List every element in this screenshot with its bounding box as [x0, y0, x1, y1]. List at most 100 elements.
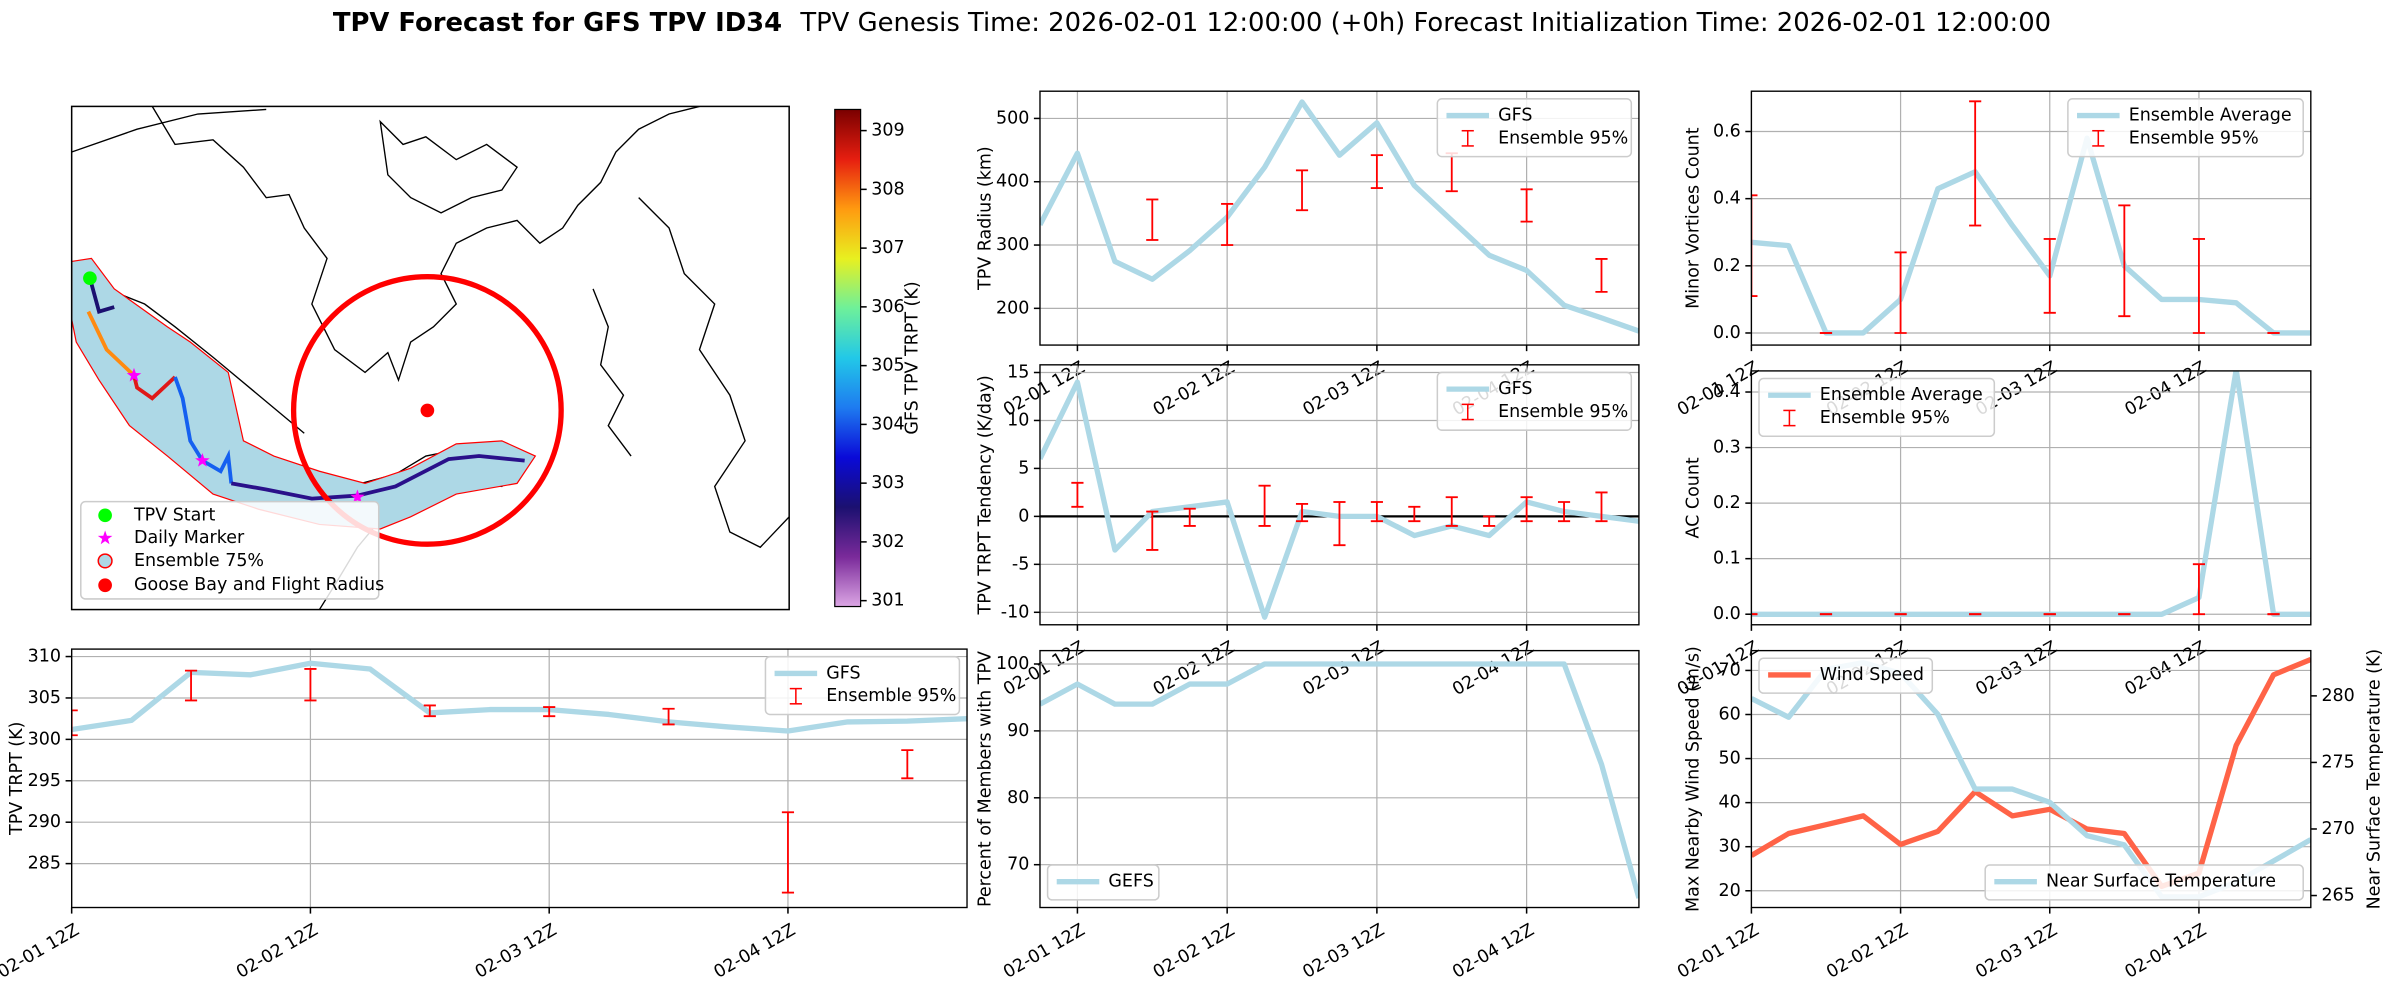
y-tick-label: 100 — [996, 654, 1029, 674]
colorbar-tick-label: 302 — [871, 532, 904, 552]
y-tick-label: 0.1 — [1713, 549, 1741, 569]
x-tick-label: 02-01 12Z — [0, 920, 83, 982]
y2-tick-label: 280 — [2321, 686, 2354, 706]
y-tick-label: 10 — [1007, 410, 1029, 430]
y-tick-label: 80 — [1007, 788, 1029, 808]
x-tick-label: 02-03 12Z — [1300, 358, 1388, 421]
y2-axis-label: Near Surface Temperature (K) — [2365, 649, 2384, 910]
goose-bay — [420, 403, 435, 418]
y-tick-label: 0.0 — [1713, 323, 1741, 343]
track — [88, 277, 115, 315]
y-tick-label: 0.3 — [1713, 438, 1741, 458]
line — [1039, 661, 1639, 899]
y-tick-label: 90 — [1007, 721, 1029, 741]
plot-area — [1751, 370, 2311, 617]
y2-tick-label: 265 — [2321, 886, 2354, 906]
map-legend: TPV Start Daily Marker Ensemble 75% Goos… — [80, 500, 384, 600]
legend-box — [1758, 657, 1934, 694]
coast — [638, 197, 790, 549]
legend-marker — [97, 530, 113, 545]
y-tick-label: 300 — [28, 729, 61, 749]
line — [1751, 370, 2311, 617]
y-tick-label: 5 — [1018, 458, 1029, 478]
axes-frame — [1039, 364, 1640, 626]
axes-frame — [1039, 649, 1640, 909]
legend-label: Ensemble 75% — [134, 551, 264, 571]
y-tick-label: 285 — [28, 854, 61, 874]
y-tick-label: 0.2 — [1713, 256, 1741, 276]
legend-label: Ensemble 95% — [2129, 128, 2259, 148]
legend-label: Ensemble Average — [1820, 385, 1983, 405]
y-tick-label: 0 — [1018, 506, 1029, 526]
line — [1751, 656, 2311, 890]
colorbar-label: GFS TPV TRPT (K) — [902, 281, 922, 434]
x-tick-label: 02-02 12Z — [1823, 920, 1911, 982]
colorbar-tick-label: 303 — [871, 473, 904, 493]
legend-label: Ensemble 95% — [1820, 408, 1950, 428]
y-tick-label: 0.4 — [1713, 382, 1741, 402]
line — [1039, 99, 1639, 334]
plot-area — [1039, 661, 1639, 899]
track — [86, 310, 136, 377]
axes-frame — [70, 648, 968, 909]
x-tick-label: 02-04 12Z — [1449, 920, 1537, 982]
y-tick-label: 15 — [1007, 363, 1029, 383]
legend-box — [2067, 98, 2304, 158]
y2-tick-label: 270 — [2321, 819, 2354, 839]
daily-markers — [126, 367, 365, 504]
x-tick-label: 02-01 12Z — [1674, 920, 1762, 982]
y-axis-label: AC Count — [1684, 457, 1704, 538]
y-axis-label: TPV TRPT Tendency (K/day) — [975, 375, 995, 615]
legend-label: TPV Start — [133, 505, 216, 525]
colorbar-tick-label: 308 — [871, 179, 904, 199]
y-tick-label: 70 — [1719, 660, 1741, 680]
ensemble-region — [71, 257, 537, 530]
colorbar-tick-label: 301 — [871, 591, 904, 611]
legend-label: Ensemble 95% — [826, 686, 956, 706]
y-tick-label: 305 — [28, 688, 61, 708]
x-tick-label: 02-01 12Z — [1000, 920, 1088, 982]
axes-frame — [1750, 370, 2312, 626]
x-tick-label: 02-04 12Z — [2122, 637, 2210, 700]
daily-marker — [126, 367, 142, 382]
y2-tick-label: 275 — [2321, 752, 2354, 772]
legend-box — [1046, 864, 1160, 901]
y-tick-label: 60 — [1719, 705, 1741, 725]
axes-frame — [1039, 90, 1640, 346]
axes-frame — [1750, 90, 2312, 346]
y-tick-label: 310 — [28, 647, 61, 667]
start-marker — [83, 271, 97, 286]
x-tick-label: 02-04 12Z — [1449, 637, 1537, 700]
legend-label: Near Surface Temperature — [2046, 872, 2276, 892]
y-tick-label: -10 — [1001, 602, 1030, 622]
track — [132, 375, 177, 401]
x-tick-label: 02-02 12Z — [1150, 920, 1238, 982]
y-tick-label: 0.4 — [1713, 189, 1741, 209]
y-axis-label: Percent of Members with TPV — [975, 651, 995, 907]
title: TPV Forecast for GFS TPV ID34 — [333, 7, 782, 37]
x-tick-label: 02-03 12Z — [472, 920, 560, 982]
y-axis-label: TPV Radius (km) — [975, 146, 995, 291]
x-tick-label: 02-02 12Z — [1150, 358, 1238, 421]
figure-title: TPV Forecast for GFS TPV ID34 TPV Genesis… — [333, 7, 2051, 37]
legend-box — [1758, 377, 1996, 438]
x-tick-label: 02-03 12Z — [1300, 637, 1388, 700]
y-tick-label: 70 — [1007, 855, 1029, 875]
y-tick-label: 30 — [1719, 837, 1741, 857]
y-tick-label: 0.2 — [1713, 493, 1741, 513]
x-tick-label: 02-02 12Z — [1150, 637, 1238, 700]
plot-area — [1039, 379, 1639, 620]
x-tick-label: 02-03 12Z — [1300, 920, 1388, 982]
legend-marker — [97, 553, 113, 569]
legend-label: Goose Bay and Flight Radius — [134, 575, 384, 595]
colorbar-tick-label: 309 — [871, 121, 904, 141]
x-tick-label: 02-04 12Z — [2122, 920, 2210, 982]
track — [230, 454, 525, 501]
line — [71, 660, 968, 734]
legend-label: GFS — [1498, 379, 1532, 399]
y-tick-label: 40 — [1719, 793, 1741, 813]
map-frame — [70, 105, 790, 611]
legend-box — [80, 500, 380, 600]
y-axis-label: Max Nearby Wind Speed (m/s) — [1684, 646, 1704, 912]
